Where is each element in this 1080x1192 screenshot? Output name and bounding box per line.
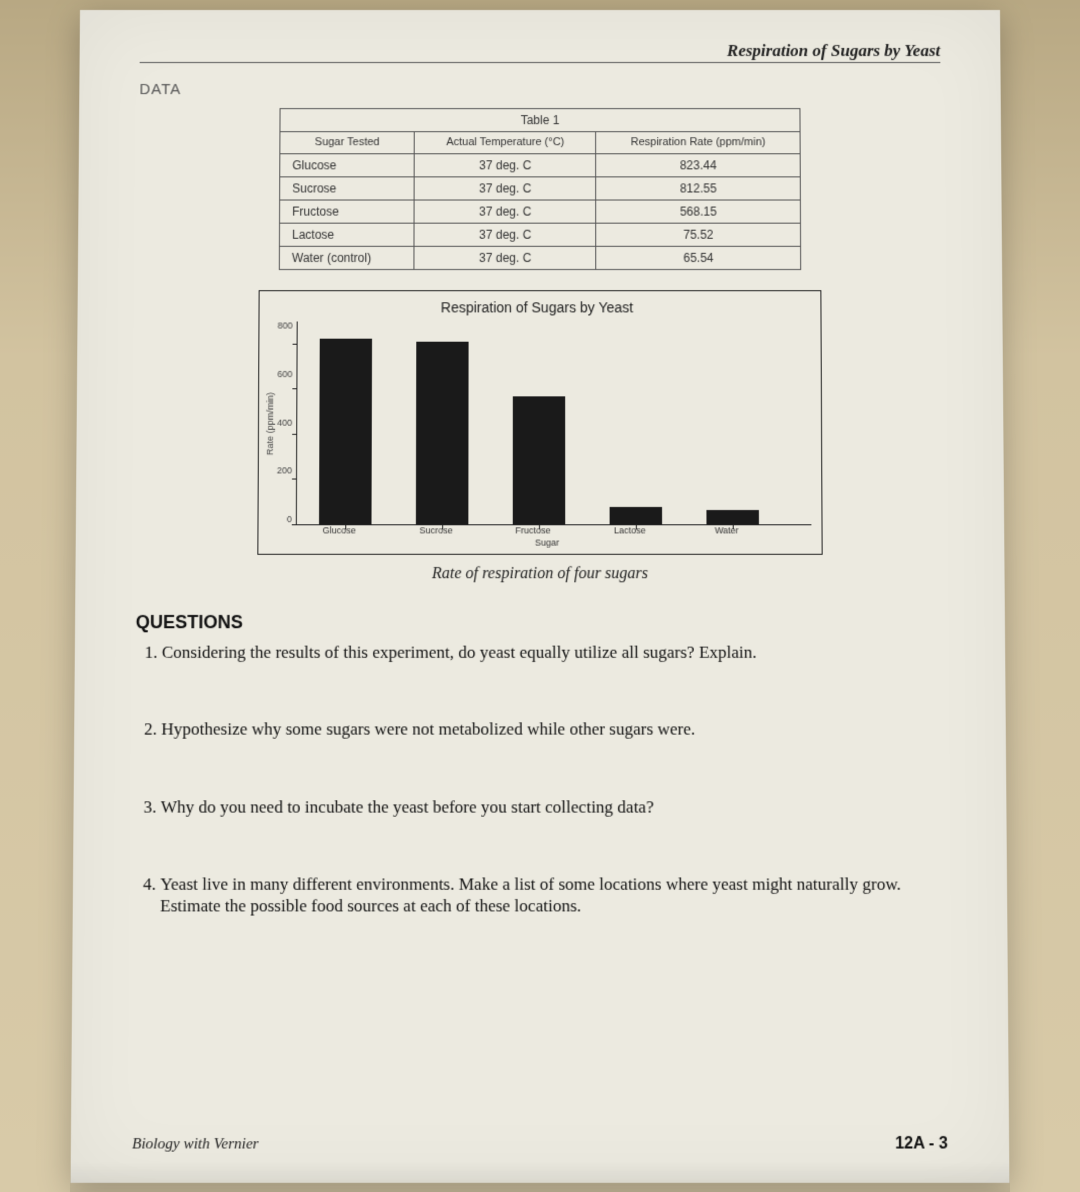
desk-surface: Respiration of Sugars by Yeast DATA Tabl… <box>0 0 1080 1192</box>
chart-xtick-label: Lactose <box>581 525 678 535</box>
table-row: Fructose37 deg. C568.15 <box>280 200 801 223</box>
bar-chart: Respiration of Sugars by Yeast Rate (ppm… <box>257 290 822 555</box>
table-header-row: Sugar Tested Actual Temperature (°C) Res… <box>280 132 800 154</box>
header-rule: Respiration of Sugars by Yeast <box>140 62 941 63</box>
data-table: Table 1 Sugar Tested Actual Temperature … <box>279 108 801 270</box>
chart-xtick-label: Sucrose <box>388 525 485 535</box>
col-header: Respiration Rate (ppm/min) <box>596 132 800 154</box>
page-footer: Biology with Vernier 12A - 3 <box>132 1135 948 1154</box>
chart-bar <box>512 396 565 524</box>
chart-bar <box>416 341 469 524</box>
questions-list: Considering the results of this experime… <box>134 642 947 917</box>
footer-left: Biology with Vernier <box>132 1136 259 1154</box>
chart-xlabel: Sugar <box>283 538 812 548</box>
running-title: Respiration of Sugars by Yeast <box>727 41 940 61</box>
question-item: Considering the results of this experime… <box>162 642 945 664</box>
chart-xtick-label: Fructose <box>484 525 581 535</box>
chart-bar <box>609 507 662 524</box>
col-header: Sugar Tested <box>280 132 415 154</box>
chart-yaxis-ticks: 8006004002000 <box>277 322 297 525</box>
chart-xtick-label: Glucose <box>291 525 388 535</box>
worksheet-page: Respiration of Sugars by Yeast DATA Tabl… <box>71 10 1010 1183</box>
table-row: Glucose37 deg. C823.44 <box>280 154 801 177</box>
table-row: Lactose37 deg. C75.52 <box>279 223 800 246</box>
chart-plot-area <box>296 322 812 526</box>
chart-caption: Rate of respiration of four sugars <box>136 565 944 583</box>
table-row: Water (control)37 deg. C65.54 <box>279 247 800 270</box>
question-item: Why do you need to incubate the yeast be… <box>161 796 946 818</box>
chart-bar <box>706 510 759 525</box>
chart-bar <box>319 339 373 525</box>
col-header: Actual Temperature (°C) <box>414 132 596 154</box>
chart-ylabel: Rate (ppm/min) <box>263 322 278 526</box>
questions-heading: QUESTIONS <box>136 612 945 633</box>
table-caption: Table 1 <box>280 109 800 132</box>
footer-right: 12A - 3 <box>895 1135 948 1154</box>
question-item: Hypothesize why some sugars were not met… <box>161 719 945 741</box>
chart-xaxis-labels: GlucoseSucroseFructoseLactoseWater <box>291 525 775 535</box>
chart-xtick-label: Water <box>678 525 775 535</box>
chart-title: Respiration of Sugars by Yeast <box>264 299 811 315</box>
data-section-label: DATA <box>139 81 940 98</box>
question-item: Yeast live in many different environment… <box>160 873 946 917</box>
table-row: Sucrose37 deg. C812.55 <box>280 177 801 200</box>
